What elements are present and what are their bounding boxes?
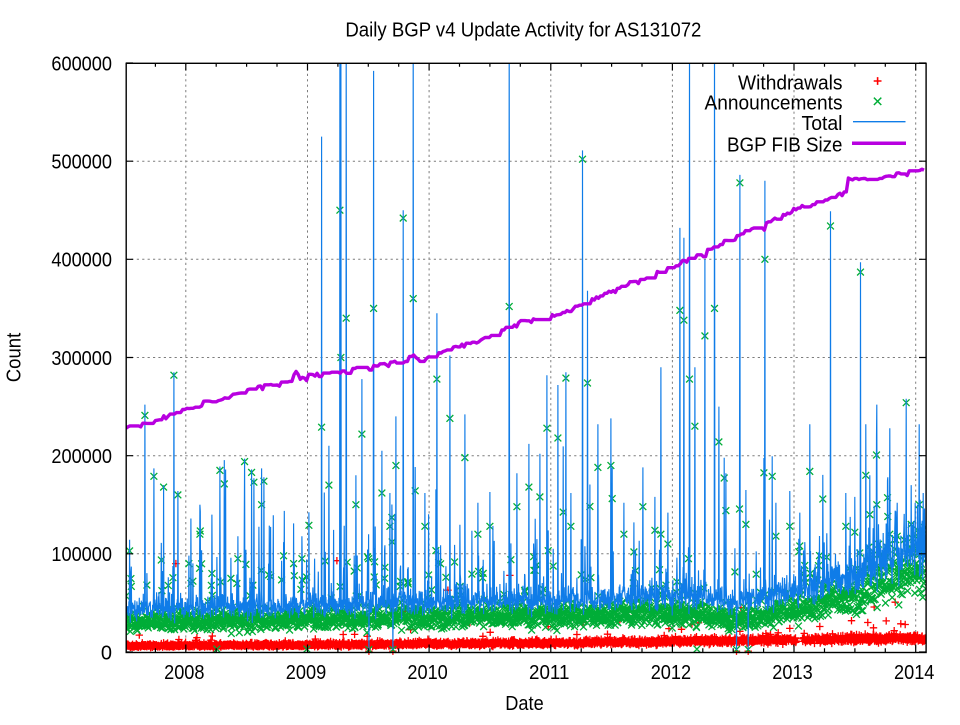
svg-text:2008: 2008 [164,662,204,684]
svg-text:Count: Count [4,332,26,382]
svg-text:2012: 2012 [651,662,691,684]
svg-text:2010: 2010 [407,662,447,684]
svg-text:Daily BGP v4 Update Activity f: Daily BGP v4 Update Activity for AS13107… [345,20,701,42]
svg-text:2011: 2011 [529,662,569,684]
svg-text:2014: 2014 [894,662,934,684]
svg-text:Total: Total [802,113,843,135]
svg-text:BGP FIB Size: BGP FIB Size [727,135,843,157]
svg-text:600000: 600000 [51,53,112,75]
svg-text:Date: Date [505,693,543,715]
svg-text:500000: 500000 [51,152,112,174]
svg-text:2009: 2009 [286,662,326,684]
svg-text:0: 0 [101,642,112,664]
svg-text:200000: 200000 [51,446,112,468]
svg-text:Withdrawals: Withdrawals [738,72,843,94]
svg-text:400000: 400000 [51,250,112,272]
svg-text:Announcements: Announcements [705,93,843,115]
svg-text:300000: 300000 [51,348,112,370]
svg-text:100000: 100000 [51,544,112,566]
svg-text:2013: 2013 [772,662,812,684]
